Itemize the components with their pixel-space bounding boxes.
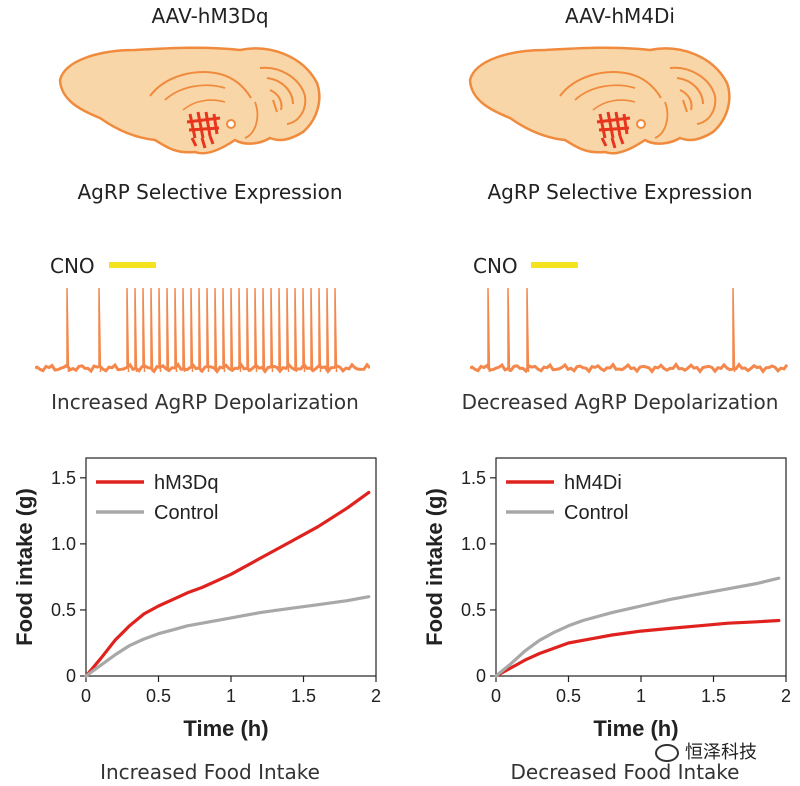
action-potential-spike — [286, 287, 290, 373]
action-potential-spike — [174, 287, 178, 373]
y-tick-label: 1.0 — [461, 534, 486, 554]
series-line-hm4di — [494, 618, 781, 678]
cno-label-right: CNO — [473, 254, 518, 278]
x-tick-label: 1 — [636, 686, 646, 706]
action-potential-spike — [270, 287, 274, 373]
x-axis-label: Time (h) — [593, 716, 678, 741]
trace-caption-left: Increased AgRP Depolarization — [51, 390, 359, 414]
action-potential-spike — [158, 287, 162, 373]
x-tick-label: 1.5 — [291, 686, 316, 706]
wechat-icon — [655, 744, 679, 762]
x-tick-label: 1.5 — [701, 686, 726, 706]
agrp-neurons-right — [596, 111, 631, 149]
y-tick-label: 1.5 — [51, 468, 76, 488]
y-tick-label: 0.5 — [51, 600, 76, 620]
action-potential-spike — [238, 287, 242, 373]
x-tick-label: 1 — [226, 686, 236, 706]
action-potential-spike — [206, 287, 210, 373]
action-potential-spike — [142, 287, 146, 373]
action-potential-spike — [526, 287, 530, 373]
brain-illustration-left — [58, 46, 321, 155]
action-potential-spike — [334, 287, 338, 373]
cerebellum-folds — [259, 66, 307, 125]
y-tick-label: 0 — [66, 666, 76, 686]
action-potential-spike — [310, 287, 314, 373]
expression-caption-left: AgRP Selective Expression — [77, 180, 343, 204]
x-axis-label: Time (h) — [183, 716, 268, 741]
x-tick-label: 2 — [371, 686, 381, 706]
trace-caption-right: Decreased AgRP Depolarization — [461, 390, 779, 414]
action-potential-spike — [198, 287, 202, 373]
action-potential-spike — [98, 287, 102, 373]
action-potential-spike — [294, 287, 298, 373]
plot-frame — [85, 457, 377, 677]
action-potential-spike — [134, 287, 138, 373]
y-axis-label: Food intake (g) — [422, 488, 447, 646]
action-potential-spike — [214, 287, 218, 373]
brain-node — [636, 119, 646, 129]
action-potential-spike — [278, 287, 282, 373]
cno-bar-left — [109, 262, 156, 268]
plot-frame — [495, 457, 787, 677]
y-tick-label: 0 — [476, 666, 486, 686]
legend-label: Control — [154, 502, 218, 524]
action-potential-spike — [732, 287, 736, 373]
series-line-control — [494, 576, 781, 678]
action-potential-spike — [182, 287, 186, 373]
brain-inner-curve — [149, 71, 252, 99]
legend-label: hM4Di — [564, 472, 622, 494]
trace-baseline — [470, 361, 788, 374]
action-potential-spike — [326, 287, 330, 373]
electrophysiology-trace-right — [470, 287, 788, 374]
action-potential-spike — [262, 287, 266, 373]
action-potential-spike — [150, 287, 154, 373]
action-potential-spike — [254, 287, 258, 373]
food-intake-chart-right: 0 0.5 1 1.5 2 0 0.5 1.0 1.5 Time (h) Food intake (… — [422, 457, 791, 741]
legend-label: Control — [564, 502, 628, 524]
action-potential-spike — [66, 287, 70, 373]
trace-baseline — [35, 361, 370, 374]
series-line-control — [84, 595, 371, 678]
action-potential-spike — [507, 287, 511, 373]
x-tick-label: 2 — [781, 686, 791, 706]
brain-node — [226, 119, 236, 129]
watermark: 恒泽科技 — [655, 738, 757, 764]
y-tick-label: 0.5 — [461, 600, 486, 620]
y-tick-label: 1.0 — [51, 534, 76, 554]
brain-inner-curve — [559, 71, 662, 99]
action-potential-spike — [302, 287, 306, 373]
watermark-text: 恒泽科技 — [685, 742, 757, 763]
virus-title-right: AAV-hM4Di — [565, 4, 675, 28]
expression-caption-right: AgRP Selective Expression — [487, 180, 753, 204]
brain-illustration-right — [468, 46, 731, 155]
action-potential-spike — [246, 287, 250, 373]
action-potential-spike — [166, 287, 170, 373]
x-tick-label: 0 — [491, 686, 501, 706]
effect-caption-left: Increased Food Intake — [100, 760, 320, 784]
cno-label-left: CNO — [50, 254, 95, 278]
y-axis-label: Food intake (g) — [12, 488, 37, 646]
cno-bar-right — [531, 262, 578, 268]
action-potential-spike — [487, 287, 491, 373]
action-potential-spike — [190, 287, 194, 373]
x-tick-label: 0.5 — [146, 686, 171, 706]
electrophysiology-trace-left — [35, 287, 370, 374]
x-tick-label: 0.5 — [556, 686, 581, 706]
y-tick-label: 1.5 — [461, 468, 486, 488]
action-potential-spike — [222, 287, 226, 373]
legend-label: hM3Dq — [154, 472, 218, 494]
action-potential-spike — [126, 287, 130, 373]
agrp-neurons-left — [186, 111, 221, 149]
x-tick-label: 0 — [81, 686, 91, 706]
effect-caption-right: Decreased Food Intake — [510, 760, 740, 784]
series-line-hm3dq — [84, 490, 371, 678]
cerebellum-folds — [669, 66, 717, 125]
action-potential-spike — [318, 287, 322, 373]
virus-title-left: AAV-hM3Dq — [151, 4, 269, 28]
food-intake-chart-left: 0 0.5 1 1.5 2 0 0.5 1.0 1.5 Time (h) Food intake (… — [12, 457, 381, 741]
action-potential-spike — [230, 287, 234, 373]
